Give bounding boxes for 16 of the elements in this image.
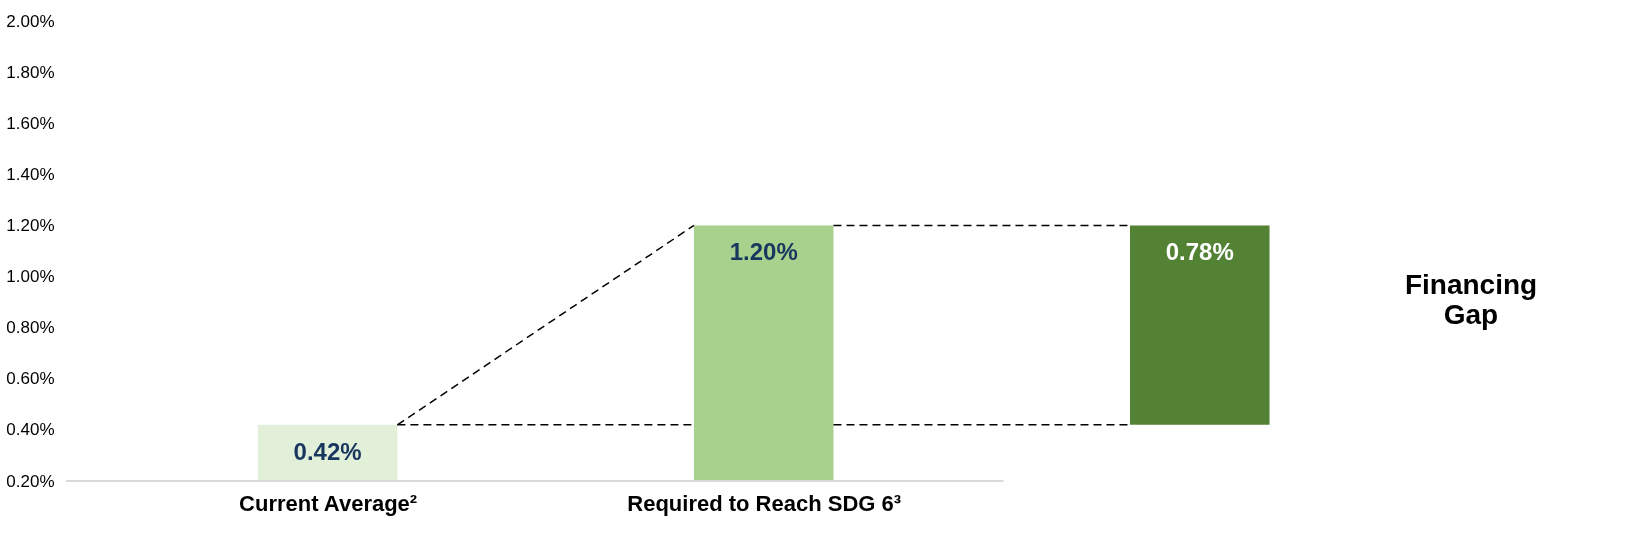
y-tick-label: 1.20% (6, 215, 55, 235)
y-tick-label: 2.00% (6, 11, 55, 31)
y-tick-label: 1.80% (6, 62, 55, 82)
x-tick-label: Required to Reach SDG 6³ (627, 490, 902, 516)
data-label: 1.20% (729, 238, 798, 266)
y-tick-label: 0.20% (6, 471, 55, 491)
y-tick-label: 0.80% (6, 318, 55, 338)
x-tick-label: Current Average² (239, 490, 418, 516)
y-tick-label: 0.60% (6, 369, 55, 389)
annotation: Financing Gap (1404, 269, 1538, 330)
y-tick-label: 0.40% (6, 420, 55, 440)
y-tick-label: 1.00% (6, 267, 55, 287)
y-tick-label: 1.40% (6, 164, 55, 184)
data-label: 0.78% (1165, 238, 1234, 266)
data-label: 0.42% (293, 437, 362, 465)
y-tick-label: 1.60% (6, 113, 55, 133)
